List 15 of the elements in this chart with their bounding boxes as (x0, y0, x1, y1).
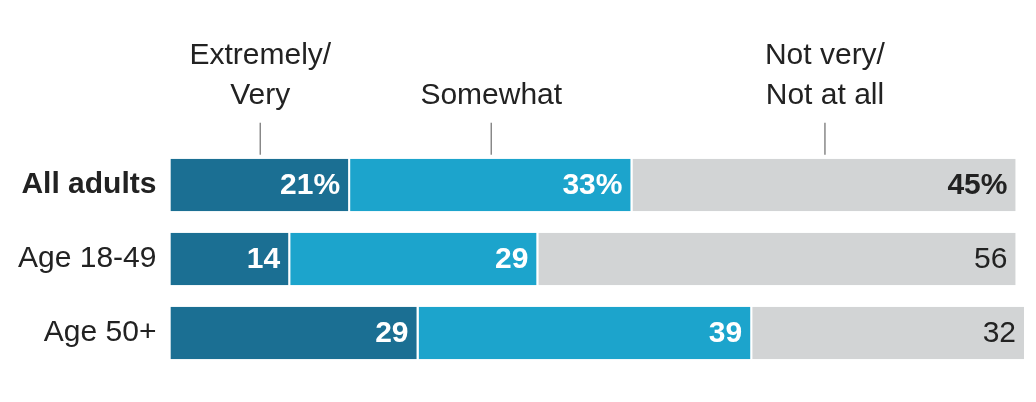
data-label: 56 (974, 241, 1008, 275)
data-label: 29 (494, 241, 529, 275)
data-label: 14 (246, 241, 281, 275)
series-label: Not very/Not at all (764, 36, 886, 110)
series-label: Somewhat (420, 76, 563, 110)
data-label: 45% (947, 167, 1008, 201)
data-label: 21% (280, 167, 341, 201)
data-label: 29 (375, 315, 409, 349)
data-label: 33% (562, 167, 623, 201)
y-tick-label: Age 50+ (43, 314, 157, 348)
y-tick-label: Age 18-49 (17, 240, 157, 274)
series-label: Extremely/Very (189, 36, 332, 110)
y-tick-label: All adults (21, 166, 157, 200)
data-label: 32 (982, 315, 1016, 349)
data-label: 39 (708, 315, 743, 349)
